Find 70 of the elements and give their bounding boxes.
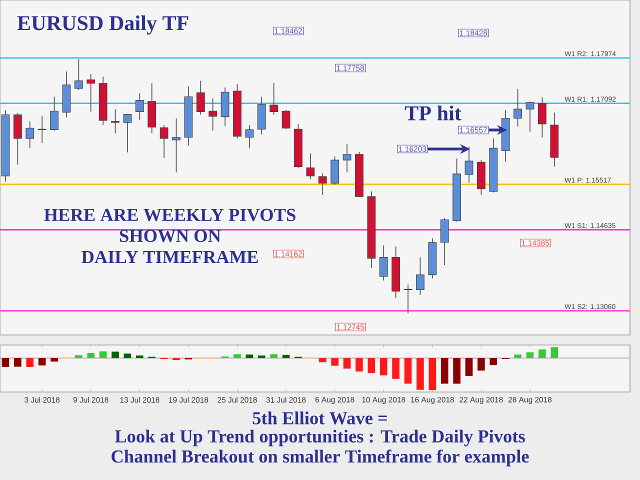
- candlestick: [526, 100, 534, 132]
- bar: [478, 358, 485, 371]
- candlestick: [38, 115, 46, 144]
- bar: [538, 349, 546, 358]
- candlestick: [123, 114, 132, 153]
- text: Channel Breakout on smaller Timeframe for example: [112, 450, 529, 466]
- candlestick: [464, 146, 474, 184]
- candlestick: [50, 96, 58, 132]
- bar: [356, 358, 363, 372]
- candlestick: [86, 74, 96, 112]
- bar: [318, 358, 326, 362]
- candlestick: [270, 82, 278, 116]
- candlestick: [196, 80, 205, 116]
- bar: [75, 355, 82, 358]
- candlestick: [208, 98, 218, 132]
- bar: [270, 354, 278, 358]
- bar: [453, 358, 460, 384]
- candlestick: [416, 256, 424, 296]
- text: Look at Up Trend opportunities : Trade Daily Pivots: [114, 430, 525, 446]
- candlestick: [26, 121, 34, 149]
- bar: [26, 358, 34, 368]
- bar: [368, 358, 376, 374]
- candlestick: [538, 96, 546, 138]
- candlestick: [514, 88, 522, 128]
- candlestick: [342, 144, 352, 173]
- text: 5th Elliot Wave =: [252, 412, 387, 424]
- bar: [246, 354, 254, 358]
- bar: [112, 352, 119, 358]
- bar: [87, 352, 95, 358]
- annotation: HERE ARE WEEKLY PIVOTS: [44, 208, 296, 222]
- bar: [14, 358, 22, 367]
- annotation: TP hit: [404, 106, 462, 120]
- bar: [465, 358, 473, 376]
- bar: [416, 358, 424, 390]
- candlestick: [160, 124, 168, 158]
- bar: [380, 358, 388, 376]
- bar: [526, 352, 534, 358]
- candlestick: [111, 108, 120, 134]
- candlestick: [135, 92, 144, 120]
- bar: [136, 356, 144, 358]
- bar: [392, 358, 400, 379]
- candlestick: [245, 124, 254, 149]
- candlestick: [318, 172, 327, 196]
- bar: [2, 358, 10, 368]
- candlestick: [74, 58, 83, 90]
- candlestick: [440, 218, 449, 266]
- candlestick: [330, 156, 340, 186]
- bar: [490, 358, 498, 366]
- bar: [99, 351, 107, 358]
- candlestick: [282, 110, 290, 130]
- annotation: SHOWN ON: [120, 230, 221, 242]
- annotation: DAILY TIMEFRAME: [82, 250, 258, 264]
- candlestick: [14, 112, 22, 166]
- candlestick: [379, 245, 388, 281]
- bar: [343, 358, 351, 369]
- bar: [38, 358, 46, 366]
- bar: [50, 358, 58, 362]
- candlestick: [172, 118, 180, 173]
- bar: [331, 358, 338, 366]
- bar: [550, 347, 558, 358]
- bar: [514, 354, 522, 358]
- bar: [428, 358, 436, 390]
- bar: [440, 358, 448, 384]
- candlestick: [404, 284, 412, 314]
- bar: [258, 356, 266, 358]
- bar: [234, 354, 241, 358]
- text: EURUSD Daily TF: [17, 15, 188, 35]
- bar: [124, 354, 132, 358]
- candlestick: [306, 152, 315, 180]
- bar: [404, 358, 412, 384]
